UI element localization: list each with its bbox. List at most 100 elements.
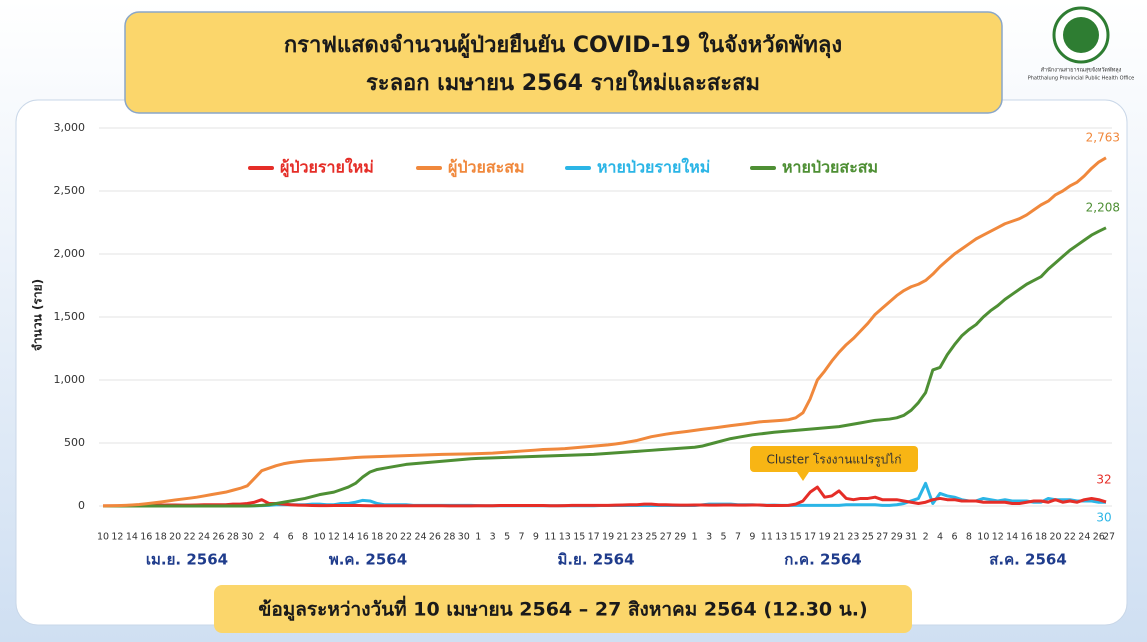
x-tick-label: 12 <box>992 532 1004 543</box>
x-tick-label: 29 <box>674 532 686 543</box>
x-tick-label: 6 <box>288 532 294 543</box>
x-tick-label: 15 <box>790 532 802 543</box>
x-tick-label: 20 <box>169 532 181 543</box>
x-tick-label: 22 <box>400 532 412 543</box>
logo-emblem <box>1063 17 1099 53</box>
x-tick-label: 3 <box>706 532 712 543</box>
x-tick-label: 28 <box>227 532 239 543</box>
x-tick-label: 23 <box>847 532 859 543</box>
x-tick-label: 17 <box>804 532 816 543</box>
x-tick-label: 25 <box>862 532 874 543</box>
x-tick-label: 16 <box>1021 532 1033 543</box>
logo-org-en: Phatthalung Provincial Public Health Off… <box>1028 76 1135 82</box>
x-tick-label: 27 <box>1103 532 1115 543</box>
x-tick-label: 5 <box>504 532 510 543</box>
x-tick-label: 14 <box>126 532 138 543</box>
annotation-box <box>750 446 918 472</box>
x-tick-label: 19 <box>819 532 831 543</box>
x-tick-label: 4 <box>937 532 943 543</box>
x-tick-label: 24 <box>198 532 210 543</box>
annotation: Cluster โรงงานแปรรูปไก่ <box>750 446 918 481</box>
x-tick-label: 22 <box>184 532 196 543</box>
legend-label: ผู้ป่วยสะสม <box>448 158 525 179</box>
month-label: ส.ค. 2564 <box>989 551 1067 569</box>
value-label: 2,208 <box>1086 200 1120 214</box>
legend-label: หายป่วยรายใหม่ <box>597 158 710 177</box>
x-tick-label: 18 <box>371 532 383 543</box>
x-tick-label: 13 <box>559 532 571 543</box>
x-tick-label: 18 <box>155 532 167 543</box>
x-tick-label: 30 <box>458 532 470 543</box>
x-tick-label: 7 <box>735 532 741 543</box>
y-tick-label: 2,500 <box>54 184 86 197</box>
x-tick-label: 25 <box>645 532 657 543</box>
x-tick-label: 16 <box>140 532 152 543</box>
x-tick-label: 31 <box>905 532 917 543</box>
y-tick-label: 1,500 <box>54 310 86 323</box>
x-tick-label: 24 <box>414 532 426 543</box>
x-tick-label: 4 <box>273 532 279 543</box>
x-tick-label: 22 <box>1064 532 1076 543</box>
x-tick-label: 30 <box>241 532 253 543</box>
y-tick-label: 3,000 <box>54 121 86 134</box>
x-tick-label: 14 <box>342 532 354 543</box>
chart-subtitle: ระลอก เมษายน 2564 รายใหม่และสะสม <box>366 69 760 96</box>
x-tick-label: 11 <box>544 532 556 543</box>
x-tick-label: 15 <box>573 532 585 543</box>
chart-panel <box>15 99 1128 626</box>
logo: สำนักงานสาธารณสุขจังหวัดพัทลุง Phatthalu… <box>1028 6 1135 82</box>
y-axis-label: จำนวน (ราย) <box>31 279 45 351</box>
y-tick-label: 500 <box>64 436 85 449</box>
footnote: ข้อมูลระหว่างวันที่ 10 เมษายน 2564 – 27 … <box>258 596 867 622</box>
x-tick-label: 18 <box>1035 532 1047 543</box>
x-tick-label: 2 <box>259 532 265 543</box>
x-tick-label: 26 <box>429 532 441 543</box>
month-label: มิ.ย. 2564 <box>557 551 634 569</box>
month-label: พ.ค. 2564 <box>329 551 407 569</box>
y-tick-label: 0 <box>78 499 85 512</box>
footnote-box <box>214 585 912 633</box>
y-tick-label: 2,000 <box>54 247 86 260</box>
x-tick-label: 9 <box>533 532 539 543</box>
x-tick-label: 12 <box>328 532 340 543</box>
x-tick-label: 8 <box>966 532 972 543</box>
x-tick-label: 26 <box>1093 532 1105 543</box>
x-tick-label: 20 <box>386 532 398 543</box>
month-label: เม.ย. 2564 <box>146 551 228 569</box>
logo-org-th: สำนักงานสาธารณสุขจังหวัดพัทลุง <box>1041 67 1122 74</box>
x-tick-label: 9 <box>749 532 755 543</box>
x-tick-label: 23 <box>631 532 643 543</box>
value-label: 2,763 <box>1086 130 1120 144</box>
x-tick-label: 11 <box>761 532 773 543</box>
x-tick-label: 3 <box>490 532 496 543</box>
y-tick-label: 1,000 <box>54 373 86 386</box>
x-tick-label: 7 <box>518 532 524 543</box>
x-tick-label: 20 <box>1049 532 1061 543</box>
legend-label: หายป่วยสะสม <box>782 158 878 177</box>
value-label: 30 <box>1096 511 1111 525</box>
x-tick-label: 12 <box>111 532 123 543</box>
x-tick-label: 14 <box>1006 532 1018 543</box>
month-label: ก.ค. 2564 <box>784 551 861 569</box>
x-tick-label: 19 <box>602 532 614 543</box>
series-line <box>102 156 1107 508</box>
annotation-arrow <box>797 472 809 481</box>
x-tick-label: 27 <box>876 532 888 543</box>
x-tick-label: 10 <box>977 532 989 543</box>
title-box <box>124 11 1003 114</box>
x-tick-label: 5 <box>721 532 727 543</box>
x-tick-label: 27 <box>660 532 672 543</box>
x-tick-label: 24 <box>1078 532 1090 543</box>
chart-title: กราฟแสดงจำนวนผู้ป่วยยืนยัน COVID-19 ในจั… <box>284 31 842 59</box>
annotation-text: Cluster โรงงานแปรรูปไก่ <box>766 453 901 468</box>
value-label: 32 <box>1096 472 1111 486</box>
x-tick-label: 28 <box>443 532 455 543</box>
x-tick-label: 1 <box>475 532 481 543</box>
x-tick-label: 2 <box>923 532 929 543</box>
legend-label: ผู้ป่วยรายใหม่ <box>280 158 374 179</box>
x-tick-label: 6 <box>951 532 957 543</box>
x-tick-label: 17 <box>588 532 600 543</box>
series-line <box>103 226 1107 508</box>
